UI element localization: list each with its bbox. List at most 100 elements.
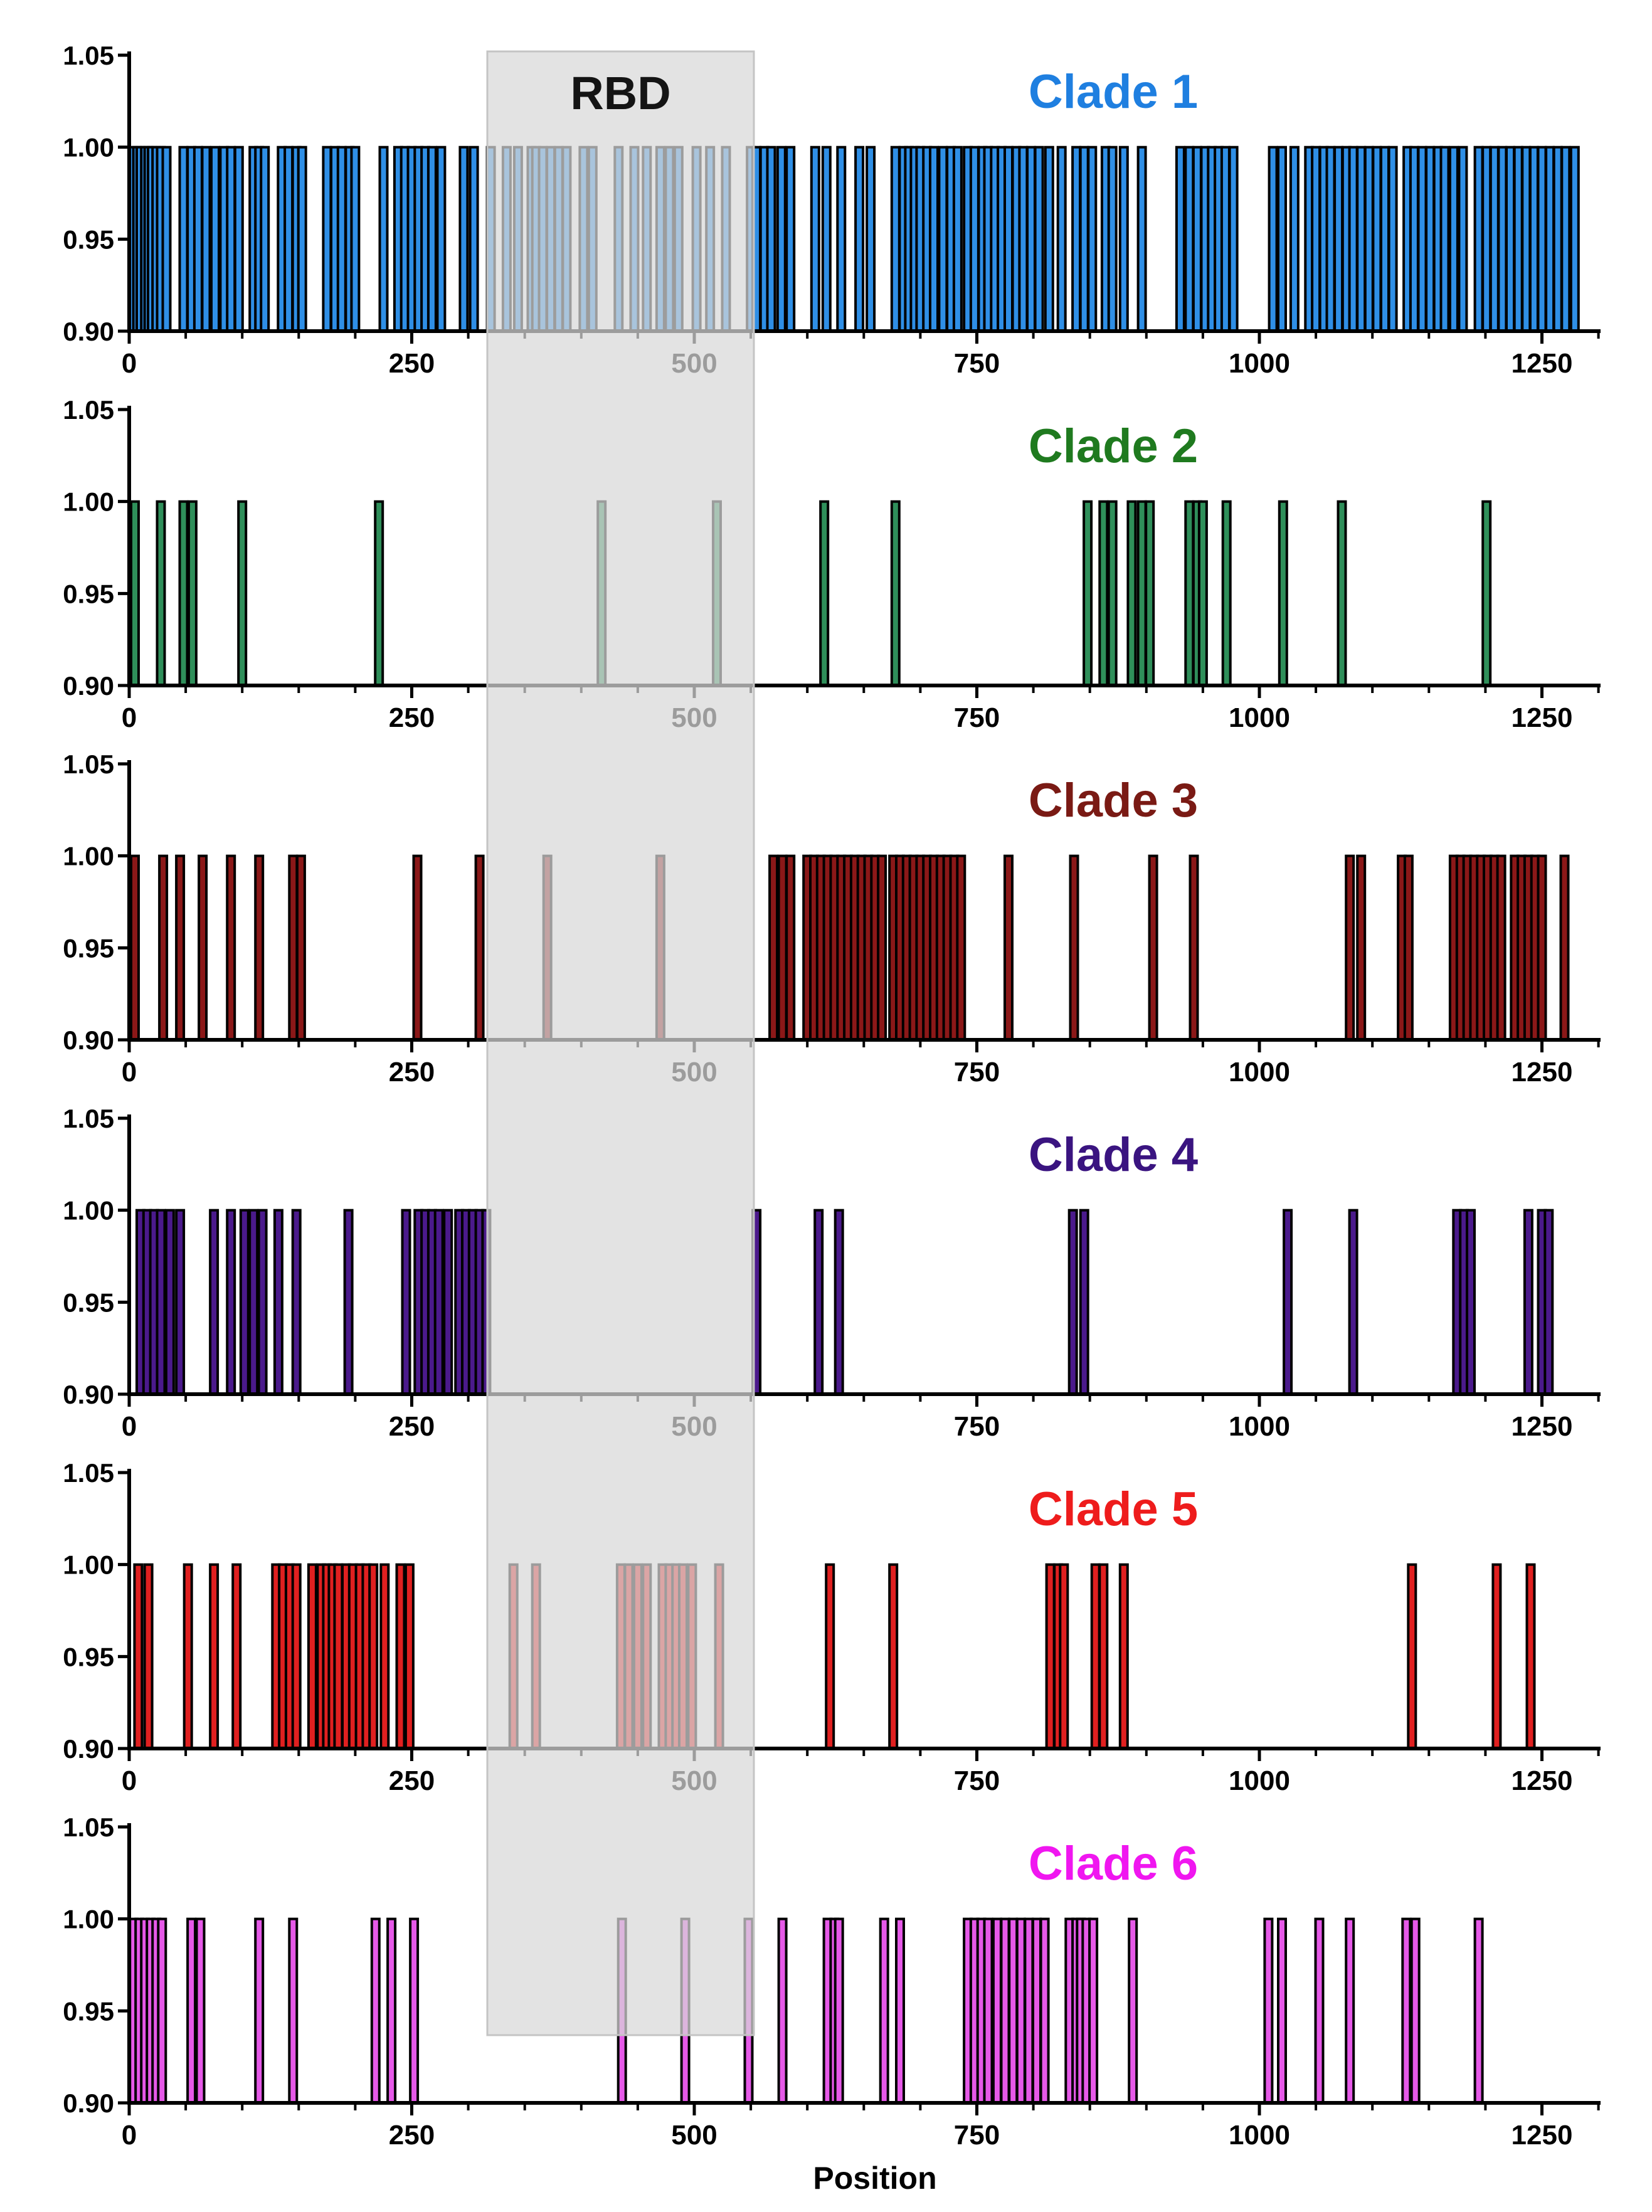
bar [1118,146,1129,332]
bar [333,1563,344,1750]
bar [257,1209,268,1395]
x-tick-label: 750 [954,1765,1000,1796]
bar [350,146,361,332]
bar [1491,1563,1502,1750]
bar [297,146,307,332]
bar [1473,146,1484,332]
x-tick-label: 250 [389,1057,435,1087]
bar [810,146,820,332]
bar [768,854,779,1041]
clade-panel: 0.900.951.001.05025050075010001250Clade … [63,1458,1601,1796]
clade-panel: 0.900.951.001.05025050075010001250Clade … [63,749,1601,1087]
bar [1489,146,1500,332]
bar [825,1563,835,1750]
bar [226,146,236,332]
x-tick-label: 0 [122,702,137,733]
y-tick-label: 0.90 [63,1380,114,1409]
x-tick-label: 1250 [1512,1765,1573,1796]
bar [895,1917,905,2104]
x-tick-label: 1000 [1229,348,1290,379]
bar [1372,146,1382,332]
bar [273,1209,283,1395]
bar [890,500,901,687]
bar [178,146,189,332]
bar [386,1917,397,2104]
bar [164,1209,175,1395]
x-tick-label: 1250 [1512,702,1573,733]
bar [1221,500,1232,687]
bar [1345,1917,1355,2104]
bar [1228,146,1239,332]
bar [888,1563,899,1750]
bar [1018,146,1029,332]
bar [1126,500,1137,687]
y-tick-label: 1.00 [63,487,114,517]
y-tick-label: 1.00 [63,1905,114,1934]
bar [1481,500,1492,687]
bar [1145,500,1155,687]
bar [1380,146,1390,332]
bar [854,146,865,332]
x-tick-label: 750 [954,348,1000,379]
x-tick-label: 1000 [1229,1411,1290,1442]
bar [209,1563,220,1750]
clade-title: Clade 2 [1029,420,1198,473]
clade-panel: 0.900.951.001.05025050075010001250Clade … [63,395,1601,733]
y-tick-label: 0.90 [63,1734,114,1764]
bar [1458,146,1468,332]
x-tick-label: 750 [954,1057,1000,1087]
bar [1197,500,1208,687]
y-tick-label: 0.95 [63,1288,114,1317]
bar [209,1209,220,1395]
x-tick-label: 1250 [1512,348,1573,379]
bar [952,146,963,332]
bar [1314,1917,1325,2104]
bar [426,146,437,332]
bar [1184,500,1195,687]
clade-panel: 0.900.951.001.05025050075010001250Clade … [63,1104,1601,1442]
bar [1560,146,1571,332]
bar [226,1209,236,1395]
x-tick-label: 0 [122,2120,137,2151]
bar [776,146,786,332]
bar [1003,146,1014,332]
y-tick-label: 0.90 [63,317,114,346]
x-tick-label: 0 [122,1057,137,1087]
bar [187,500,198,687]
bar [1003,854,1014,1041]
bar [1409,146,1419,332]
x-tick-label: 1000 [1229,2120,1290,2151]
bar [1220,146,1231,332]
x-tick-label: 1250 [1512,1057,1573,1087]
bar [1289,146,1300,332]
bar [336,146,347,332]
bar [412,854,423,1041]
bar [1056,146,1067,332]
x-tick-label: 750 [954,702,1000,733]
bar [1543,1209,1554,1395]
bar [1333,146,1344,332]
bar [307,1563,317,1750]
bar [1268,146,1278,332]
x-axis-label: Position [813,2161,936,2196]
bar [834,1917,844,2104]
bar [183,1563,193,1750]
bar [436,146,447,332]
clade-title: Clade 1 [1029,65,1198,119]
y-tick-label: 1.05 [63,749,114,779]
y-tick-label: 1.00 [63,842,114,871]
bar [1277,1917,1287,2104]
x-tick-label: 0 [122,348,137,379]
bar [1107,500,1118,687]
clade-title: Clade 4 [1029,1128,1198,1182]
bar [1083,500,1093,687]
bar [237,500,248,687]
bar [1537,854,1547,1041]
bar [1026,146,1036,332]
bar [1356,146,1367,332]
y-tick-label: 1.00 [63,133,114,162]
bar [178,500,189,687]
bar [1363,146,1374,332]
bar [195,1917,206,2104]
